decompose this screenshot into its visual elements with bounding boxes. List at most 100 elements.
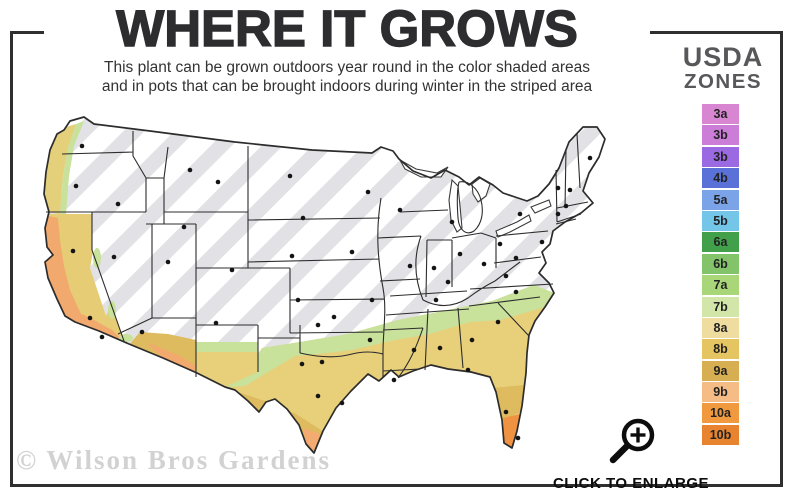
us-zone-map[interactable] (10, 110, 610, 488)
subtitle-line-1: This plant can be grown outdoors year ro… (104, 59, 590, 76)
legend-zone-swatch: 9b (702, 382, 739, 403)
magnifier-icon[interactable] (601, 410, 661, 468)
city-dot (563, 203, 569, 209)
watermark: © Wilson Bros Gardens (16, 445, 331, 475)
region-newmexico-yellow (196, 352, 258, 387)
city-dot (165, 259, 171, 265)
city-dot (517, 211, 523, 217)
lake-ontario (530, 199, 552, 214)
legend-zone-swatch: 4b (702, 168, 739, 189)
city-dot (503, 409, 509, 415)
city-dot (445, 279, 451, 285)
city-dots (70, 143, 593, 441)
legend-zone-swatch: 6a (702, 232, 739, 253)
city-dot (407, 263, 413, 269)
legend-zone-swatch: 5a (702, 189, 739, 210)
region-palegreen-band (225, 285, 554, 387)
legend-zone-swatch: 3a (702, 104, 739, 124)
legend-zone-swatch: 3b (702, 146, 739, 167)
click-to-enlarge[interactable]: CLICK TO ENLARGE (540, 410, 722, 492)
city-dot (397, 207, 403, 213)
legend-zone-swatch: 5b (702, 210, 739, 231)
city-dot (229, 267, 235, 273)
legend-zone-swatch: 9a (702, 360, 739, 381)
city-dot (513, 255, 519, 261)
city-dot (213, 320, 219, 326)
state-borders (46, 131, 589, 379)
region-nw-coast-green (60, 121, 84, 214)
city-dot (289, 253, 295, 259)
region-socal-orange (75, 314, 124, 341)
city-dot (503, 273, 509, 279)
city-dot (497, 241, 503, 247)
city-dot (431, 265, 437, 271)
city-dot (465, 367, 471, 373)
us-outline (43, 116, 606, 454)
city-dot (495, 319, 501, 325)
legend-zone-swatch: 8b (702, 339, 739, 360)
city-dot (515, 435, 521, 441)
map-container[interactable] (10, 110, 610, 488)
subtitle: This plant can be grown outdoors year ro… (44, 59, 650, 96)
legend-zone-swatch: 7b (702, 296, 739, 317)
city-dot (391, 377, 397, 383)
subtitle-line-2: and in pots that can be brought indoors … (101, 77, 593, 95)
city-dot (287, 173, 293, 179)
city-dot (339, 400, 345, 406)
city-dot (411, 347, 417, 353)
city-dot (70, 248, 76, 254)
city-dot (331, 314, 337, 320)
city-dot (215, 179, 221, 185)
city-dot (539, 239, 545, 245)
region-gold-gulf (330, 381, 496, 432)
lake-erie (495, 214, 532, 238)
city-dot (555, 185, 561, 191)
city-dot (349, 249, 355, 255)
color-shaded-zones (44, 121, 554, 453)
region-gold-texas (238, 392, 322, 453)
region-orange-south-florida (503, 414, 520, 448)
city-dot (369, 297, 375, 303)
city-dot (367, 337, 373, 343)
region-sierra-striped (90, 252, 112, 316)
legend-title: USDA ZONES (662, 42, 784, 93)
legend-title-zones: ZONES (683, 70, 763, 93)
usda-zone-legend: 3a 3b 3b 4b 5a 5b 6a 6b 7a 7b 8a 8b 9a 9b 10a 10b (702, 104, 739, 445)
region-green-dab (108, 301, 116, 319)
city-dot (87, 315, 93, 321)
city-dot (315, 322, 321, 328)
legend-zone-swatch: 8a (702, 317, 739, 338)
city-dot (315, 393, 321, 399)
city-dot (449, 219, 455, 225)
city-dot (73, 183, 79, 189)
city-dot (319, 359, 325, 365)
click-to-enlarge-label[interactable]: CLICK TO ENLARGE (552, 475, 710, 492)
legend-zone-swatch: 10b (702, 424, 739, 445)
region-california-coast-orange (45, 216, 88, 326)
legend-zone-swatch: 7a (702, 275, 739, 296)
city-dot (481, 261, 487, 267)
legend-zone-swatch: 10a (702, 403, 739, 424)
legend-zone-swatch: 6b (702, 253, 739, 274)
city-dot (115, 201, 121, 207)
city-dot (555, 211, 561, 217)
page-title: WHERE IT GROWS (44, 0, 650, 58)
region-green-dab (93, 248, 101, 268)
city-dot (513, 289, 519, 295)
legend-title-usda: USDA (682, 42, 764, 72)
city-dot (111, 254, 117, 260)
city-dot (187, 167, 193, 173)
city-dot (181, 224, 187, 230)
legend-zone-swatch: 3b (702, 125, 739, 146)
city-dot (139, 329, 145, 335)
city-dot (299, 361, 305, 367)
region-newmexico-green (196, 342, 258, 352)
city-dot (457, 251, 463, 257)
city-dot (79, 143, 85, 149)
region-south-yellow (225, 285, 554, 453)
city-dot (365, 189, 371, 195)
city-dot (587, 155, 593, 161)
city-dot (433, 297, 439, 303)
city-dot (437, 345, 443, 351)
